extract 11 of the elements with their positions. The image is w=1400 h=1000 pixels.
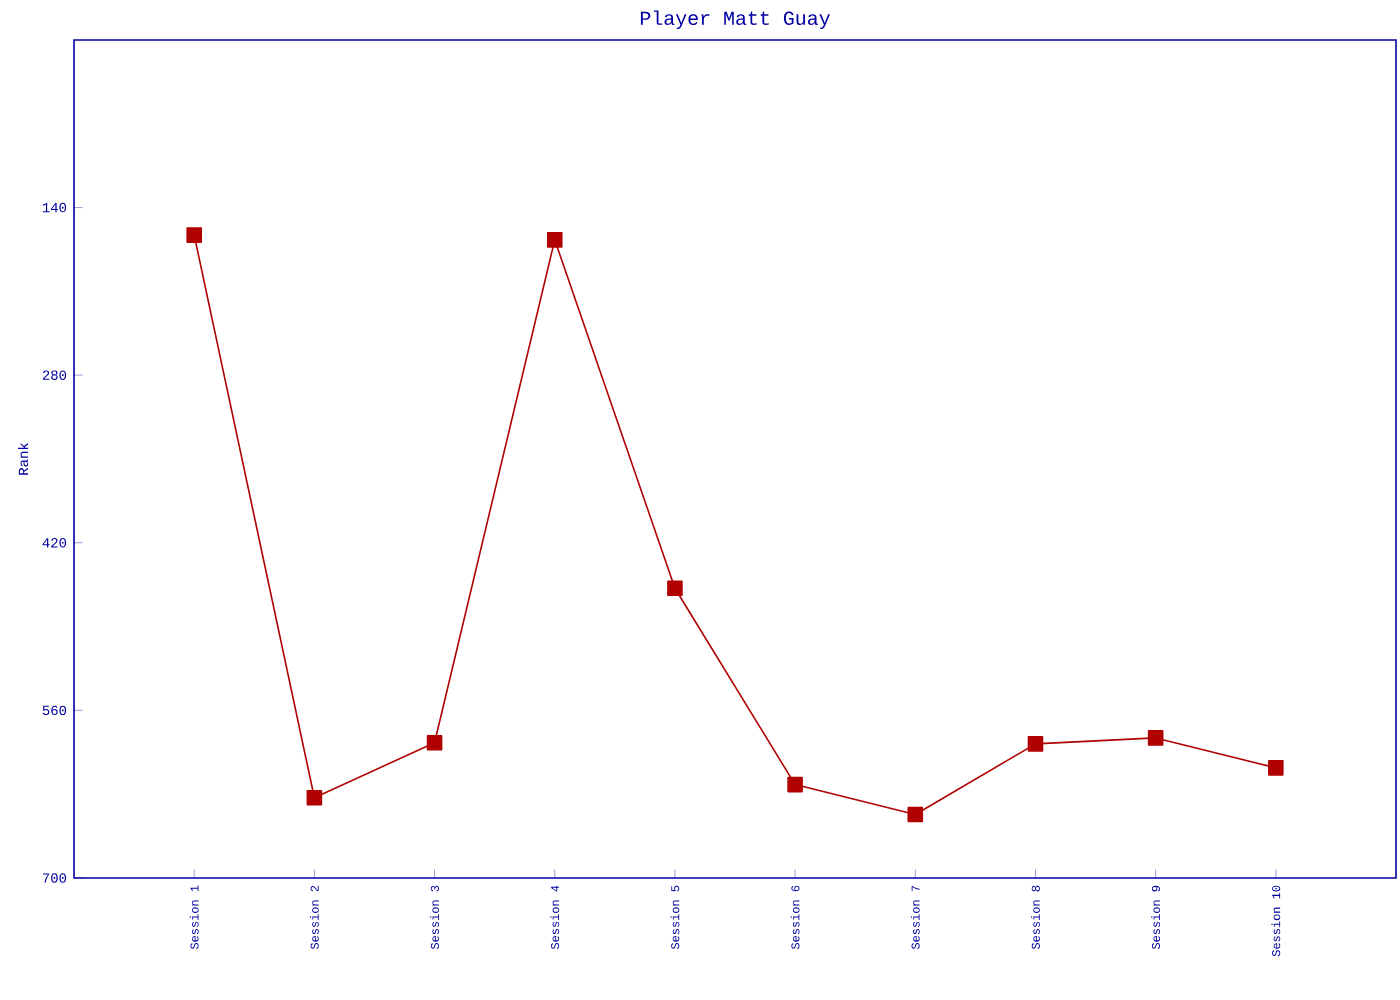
point (1147, 730, 1164, 746)
point (186, 227, 202, 243)
point (667, 580, 683, 597)
point (907, 806, 924, 823)
point (787, 776, 803, 793)
point (1268, 760, 1284, 776)
point (546, 232, 563, 248)
point (426, 734, 443, 751)
point (1027, 736, 1044, 752)
point (306, 789, 323, 806)
chart-title: Player Matt Guay (640, 10, 830, 29)
